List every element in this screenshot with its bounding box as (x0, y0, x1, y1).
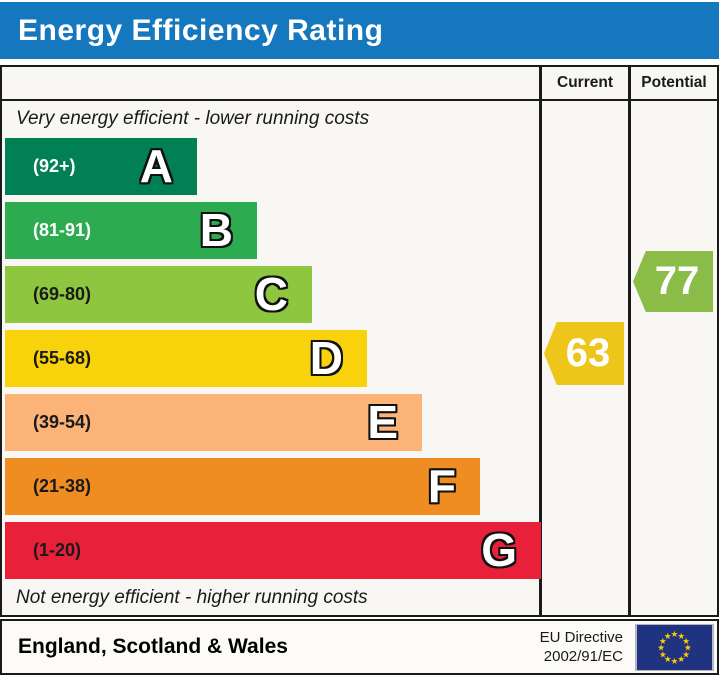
band-range-label: (69-80) (33, 284, 92, 304)
top-note: Very energy efficient - lower running co… (16, 108, 370, 129)
svg-text:★: ★ (659, 650, 667, 660)
band-range-label: (21-38) (33, 476, 92, 496)
svg-text:★: ★ (671, 630, 679, 640)
rating-band-g: (1-20) G (5, 522, 541, 579)
rating-band-f: (21-38) F (5, 458, 480, 515)
chart-header-spacer (2, 67, 539, 101)
band-range-label: (81-91) (33, 220, 92, 240)
svg-text:★: ★ (671, 656, 679, 666)
rating-scale-body: Very energy efficient - lower running co… (2, 101, 541, 615)
svg-text:★: ★ (677, 631, 685, 641)
bottom-note: Not energy efficient - higher running co… (16, 587, 368, 608)
current-rating-value: 63 (565, 331, 611, 375)
rating-band-d: (55-68) D (5, 330, 367, 387)
eu-directive-line2: 2002/91/EC (543, 648, 623, 665)
band-letter: C (254, 268, 288, 320)
potential-column-body: 77 (631, 101, 717, 615)
potential-rating-arrow: 77 (633, 251, 713, 312)
footer-bar: England, Scotland & Wales EU Directive 2… (0, 619, 719, 675)
band-letter: B (199, 204, 233, 256)
svg-text:★: ★ (664, 631, 672, 641)
band-letter: A (139, 140, 173, 192)
column-header-potential: Potential (631, 67, 717, 101)
svg-text:★: ★ (664, 655, 672, 665)
band-letter: G (481, 524, 517, 576)
band-range-label: (55-68) (33, 348, 92, 368)
rating-band-a: (92+) A (5, 138, 197, 195)
eu-directive-label: EU Directive 2002/91/EC (540, 628, 623, 667)
band-range-label: (92+) (33, 156, 76, 176)
svg-text:★: ★ (682, 650, 690, 660)
column-header-current: Current (542, 67, 628, 101)
svg-text:★: ★ (684, 643, 692, 653)
rating-band-c: (69-80) C (5, 266, 312, 323)
band-range-label: (1-20) (33, 540, 82, 560)
current-column: Current 63 (542, 67, 631, 615)
eu-flag-icon: ★ ★ ★ ★ ★ ★ ★ ★ ★ ★ ★ ★ (635, 623, 714, 671)
band-letter: D (309, 332, 343, 384)
rating-scale-column: Very energy efficient - lower running co… (2, 67, 542, 615)
page-title: Energy Efficiency Rating (18, 13, 384, 47)
region-label: England, Scotland & Wales (18, 635, 288, 658)
eu-directive-line1: EU Directive (539, 628, 623, 646)
svg-text:★: ★ (677, 655, 685, 665)
title-bar: Energy Efficiency Rating (0, 2, 719, 59)
svg-text:★: ★ (659, 636, 667, 646)
current-column-body: 63 (542, 101, 628, 615)
current-rating-arrow: 63 (544, 322, 624, 385)
band-letter: F (427, 460, 456, 512)
rating-band-e: (39-54) E (5, 394, 422, 451)
band-letter: E (367, 396, 398, 448)
potential-column: Potential 77 (631, 67, 717, 615)
rating-band-b: (81-91) B (5, 202, 257, 259)
band-range-label: (39-54) (33, 412, 92, 432)
energy-rating-table: Very energy efficient - lower running co… (0, 65, 719, 617)
potential-rating-value: 77 (654, 259, 700, 303)
svg-text:★: ★ (657, 643, 665, 653)
svg-text:★: ★ (682, 636, 690, 646)
